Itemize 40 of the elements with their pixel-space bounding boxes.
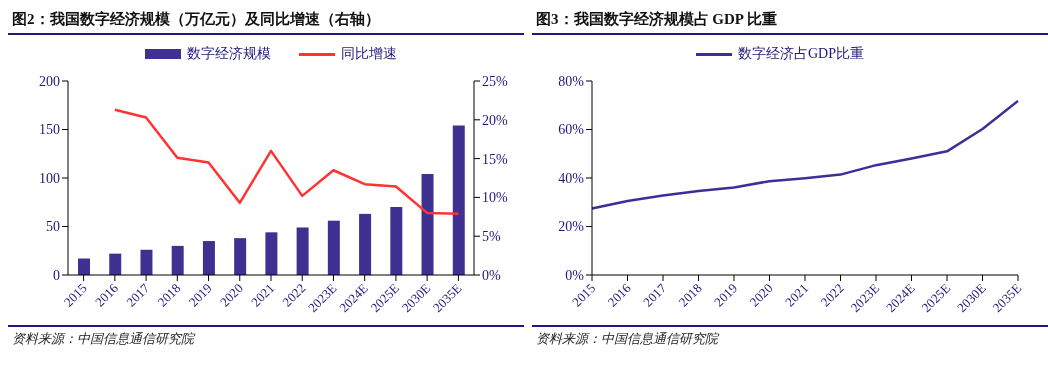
- bar: [109, 253, 122, 275]
- y-tick-label: 80%: [558, 73, 585, 89]
- text: 资料来源：中国信息通信研究院: [536, 330, 721, 348]
- y2-tick-label: 10%: [482, 190, 508, 206]
- bar: [202, 241, 215, 275]
- bar: [452, 125, 465, 275]
- x-tick-label: 2021: [782, 280, 812, 310]
- bar: [359, 213, 372, 275]
- y-tick-label: 0%: [565, 267, 585, 283]
- bar: [234, 238, 247, 275]
- y-tick-label: 50: [46, 219, 60, 235]
- y-tick-label: 200: [39, 73, 60, 89]
- bar: [421, 174, 434, 275]
- bar: [140, 249, 153, 275]
- legend-label: 同比增速: [340, 45, 397, 63]
- y2-tick-label: 20%: [482, 112, 508, 128]
- chart-title: 图3：我国数字经济规模占 GDP 比重: [532, 8, 1048, 35]
- bar: [265, 232, 278, 275]
- y2-tick-label: 25%: [482, 73, 508, 89]
- y2-tick-label: 0%: [482, 267, 501, 283]
- legend-label: 数字经济占GDP比重: [737, 45, 864, 63]
- legend-label: 数字经济规模: [186, 45, 271, 63]
- bar: [78, 258, 90, 275]
- y2-tick-label: 15%: [482, 151, 508, 167]
- y-tick-label: 100: [39, 170, 60, 186]
- y-tick-label: 60%: [558, 122, 585, 138]
- line-series: [113, 108, 460, 215]
- y2-tick-label: 5%: [482, 229, 501, 245]
- bar: [390, 207, 403, 275]
- bar: [296, 227, 309, 275]
- y-tick-label: 20%: [558, 219, 585, 235]
- text: 资料来源：中国信息通信研究院: [12, 330, 197, 348]
- bar: [327, 220, 340, 275]
- y-tick-label: 0: [53, 267, 60, 283]
- x-tick-label: 2021: [248, 280, 278, 310]
- y-tick-label: 150: [39, 122, 60, 138]
- line-series: [590, 99, 1020, 210]
- y-tick-label: 40%: [558, 170, 585, 186]
- bar: [171, 245, 184, 275]
- chart-title: 图2：我国数字经济规模（万亿元）及同比增速（右轴）: [8, 8, 524, 35]
